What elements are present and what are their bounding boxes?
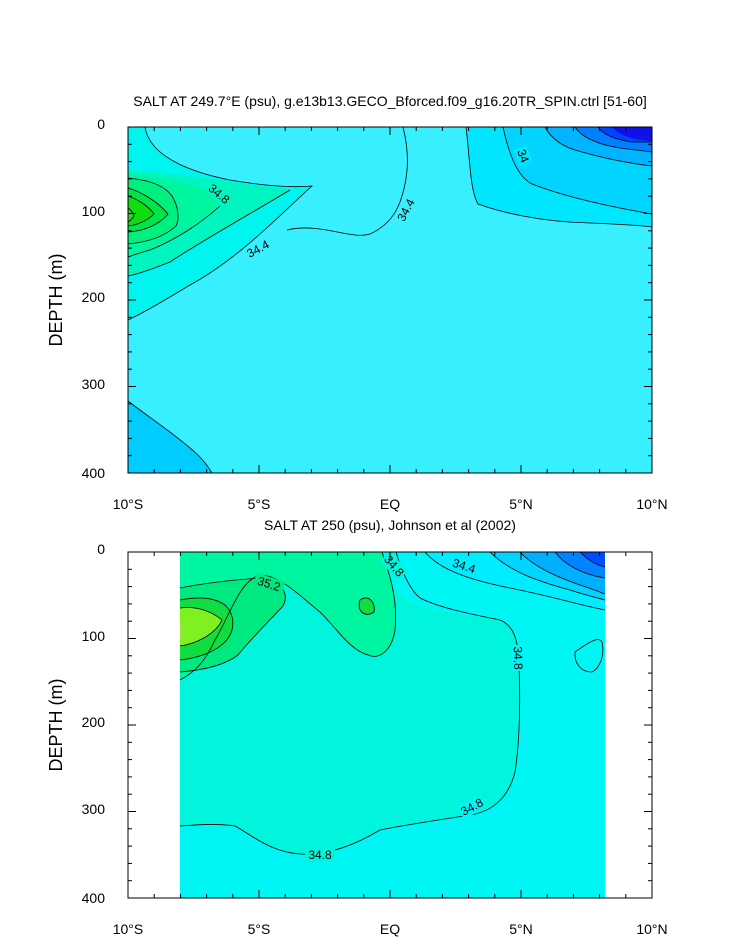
bottom-x-tick-label: 10°S xyxy=(113,921,144,937)
top-plot-area xyxy=(127,126,653,474)
top-contour-line xyxy=(465,126,653,228)
bottom-contour-label: 35.2 xyxy=(256,574,283,595)
top-contour-line xyxy=(286,126,408,236)
top-title: SALT AT 249.7°E (psu), g.e13b13.GECO_Bfo… xyxy=(133,93,647,109)
bottom-fill-blob-e xyxy=(574,639,603,672)
top-contour-line xyxy=(574,126,653,153)
bottom-contour-labels: 35.2 34.8 34.4 34.8 34.8 34.8 xyxy=(252,551,526,862)
bottom-panel: SALT AT 250 (psu), Johnson et al (2002) xyxy=(46,517,668,937)
bottom-y-tick-label: 200 xyxy=(82,714,106,730)
bottom-y-tick-label: 100 xyxy=(82,628,106,644)
top-contour-line xyxy=(544,126,653,167)
top-contour-lines xyxy=(127,126,653,474)
bottom-contour-line xyxy=(579,551,606,568)
top-y-tick-label: 100 xyxy=(82,203,106,219)
bottom-contour-line xyxy=(424,551,606,611)
bottom-x-tick-labels: 10°S 5°S EQ 5°N 10°N xyxy=(113,921,668,937)
top-ticks xyxy=(127,126,653,474)
top-y-tick-label: 0 xyxy=(97,116,105,132)
bottom-fill-n-1 xyxy=(180,552,605,898)
bottom-contour-line xyxy=(574,639,604,673)
top-contour-line xyxy=(127,207,135,223)
bottom-contour-line xyxy=(489,551,606,601)
bottom-x-tick-label: 5°S xyxy=(248,921,271,937)
bottom-y-axis-label: DEPTH (m) xyxy=(46,679,66,772)
bottom-fill-w-4 xyxy=(180,607,222,646)
bottom-fill-w-5 xyxy=(180,622,184,640)
top-contour-line xyxy=(127,195,155,227)
top-x-tick-label: EQ xyxy=(380,496,400,512)
bottom-contour-lines xyxy=(179,551,606,855)
bottom-y-tick-labels: 0 100 200 300 400 xyxy=(82,541,106,906)
bottom-contour-line xyxy=(179,551,397,681)
top-contour-line xyxy=(502,126,653,215)
bottom-contour-line xyxy=(554,551,606,579)
top-contour-line xyxy=(127,126,314,321)
top-y-tick-label: 300 xyxy=(82,376,106,392)
bottom-contour-line xyxy=(358,597,375,615)
bottom-contour-line xyxy=(179,551,521,855)
bottom-fill-n-6 xyxy=(580,552,605,567)
top-x-tick-label: 10°N xyxy=(636,496,667,512)
bottom-fill-blob-c xyxy=(359,597,375,615)
bottom-contour-label: 34.8 xyxy=(308,848,332,862)
bottom-ticks xyxy=(127,551,653,899)
bottom-contour-line xyxy=(179,577,286,673)
bottom-plot-area xyxy=(180,552,605,898)
bottom-title: SALT AT 250 (psu), Johnson et al (2002) xyxy=(264,517,516,533)
top-x-tick-label: 10°S xyxy=(113,496,144,512)
bottom-contour-line xyxy=(519,551,606,595)
top-y-tick-labels: 0 100 200 300 400 xyxy=(82,116,106,481)
top-contour-line xyxy=(127,205,221,258)
top-x-tick-label: 5°S xyxy=(248,496,271,512)
top-y-tick-label: 400 xyxy=(82,465,106,481)
top-contour-line xyxy=(127,187,169,233)
top-fill-ne-6 xyxy=(612,127,652,141)
bottom-contour-label: 34.8 xyxy=(511,646,526,670)
top-x-tick-label: 5°N xyxy=(509,496,533,512)
bottom-x-tick-label: EQ xyxy=(380,921,400,937)
top-y-tick-label: 200 xyxy=(82,289,106,305)
bottom-y-tick-label: 400 xyxy=(82,890,106,906)
top-contour-line xyxy=(127,400,213,474)
top-contour-line xyxy=(127,189,291,277)
top-fill-w-7 xyxy=(128,208,134,222)
top-contour-line xyxy=(127,177,179,245)
top-fill-sw xyxy=(128,401,212,473)
bottom-contour-line xyxy=(179,607,223,647)
top-y-axis-label: DEPTH (m) xyxy=(46,254,66,347)
bottom-x-tick-label: 5°N xyxy=(509,921,533,937)
bottom-x-tick-label: 10°N xyxy=(636,921,667,937)
bottom-y-tick-label: 0 xyxy=(97,541,105,557)
bottom-contour-label: 34.4 xyxy=(451,556,478,577)
bottom-contour-line xyxy=(179,597,234,661)
top-fill-w-6 xyxy=(128,196,154,226)
bottom-y-tick-label: 300 xyxy=(82,801,106,817)
top-panel: SALT AT 249.7°E (psu), g.e13b13.GECO_Bfo… xyxy=(46,93,668,512)
top-contour-line xyxy=(597,126,652,143)
top-contour-label: 34 xyxy=(514,147,532,165)
top-x-tick-labels: 10°S 5°S EQ 5°N 10°N xyxy=(113,496,668,512)
